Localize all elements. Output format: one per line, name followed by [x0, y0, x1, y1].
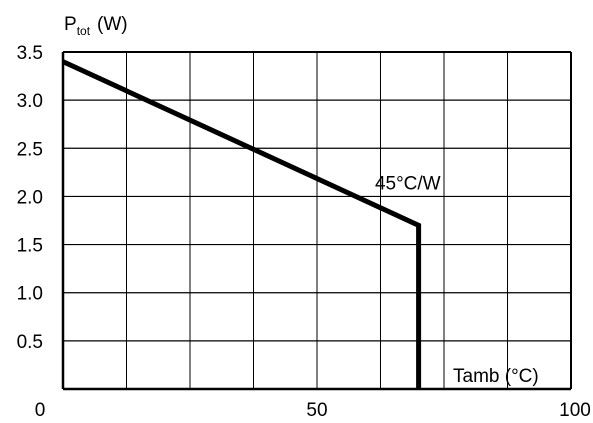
annotation-thermal-resistance: 45°C/W — [375, 173, 441, 194]
y-tick-label: 0.5 — [17, 332, 43, 353]
y-axis-label-main: P — [64, 14, 77, 35]
y-axis-label-unit: (W) — [97, 14, 128, 35]
series-layer — [61, 59, 422, 389]
x-tick-label: 100 — [559, 400, 591, 421]
x-axis-label: Tamb (°C) — [453, 366, 539, 387]
annotations: 45°C/W — [375, 173, 441, 194]
y-axis-label: Ptot (W) — [64, 14, 128, 38]
axes — [61, 51, 572, 391]
x-tick-label: 0 — [35, 400, 46, 421]
grid-lines — [63, 52, 571, 389]
y-axis-label-sub: tot — [77, 24, 91, 38]
y-tick-labels: 0.5 1.0 1.5 2.0 2.5 3.0 3.5 — [17, 43, 43, 353]
y-tick-label: 2.0 — [17, 187, 43, 208]
y-tick-label: 1.0 — [17, 284, 43, 305]
y-tick-label: 1.5 — [17, 236, 43, 257]
x-tick-label: 50 — [306, 400, 327, 421]
y-tick-label: 3.0 — [17, 91, 43, 112]
y-tick-label: 2.5 — [17, 139, 43, 160]
x-tick-labels: 0 50 100 — [35, 400, 591, 421]
derating-curve — [61, 59, 422, 389]
y-tick-label: 3.5 — [17, 43, 43, 64]
